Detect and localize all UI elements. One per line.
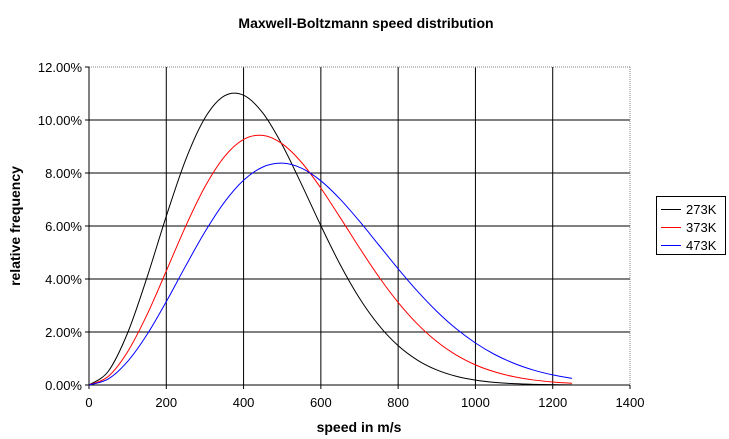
legend-swatch [661,226,681,228]
y-tick-label: 0.00% [45,378,82,393]
y-tick-label: 4.00% [45,272,82,287]
y-tick-label: 2.00% [45,325,82,340]
legend: 273K 373K 473K [656,196,726,255]
y-tick-label: 6.00% [45,219,82,234]
series-line-373k [88,134,573,386]
legend-item-373k: 373K [657,218,725,236]
x-tick-label: 1000 [461,395,490,410]
y-tick-label: 12.00% [38,60,83,75]
legend-label: 273K [686,201,717,217]
chart-title: Maxwell-Boltzmann speed distribution [238,15,493,31]
x-axis-label: speed in m/s [317,419,402,435]
series-line-473k [88,162,573,386]
x-tick-label: 800 [387,395,409,410]
x-tick-label: 200 [155,395,177,410]
legend-swatch [661,208,681,210]
x-tick-label: 1200 [538,395,567,410]
legend-swatch [661,244,681,246]
y-tick-label: 8.00% [45,166,82,181]
legend-item-473k: 473K [657,236,725,254]
x-tick-label: 0 [85,395,92,410]
series-line-273k [88,92,573,386]
y-axis-label: relative frequency [7,166,23,286]
legend-label: 473K [686,237,717,253]
legend-item-273k: 273K [657,200,725,218]
x-tick-label: 400 [233,395,255,410]
legend-label: 373K [686,219,717,235]
x-tick-label: 600 [310,395,332,410]
x-tick-label: 1400 [616,395,645,410]
y-tick-label: 10.00% [38,113,83,128]
